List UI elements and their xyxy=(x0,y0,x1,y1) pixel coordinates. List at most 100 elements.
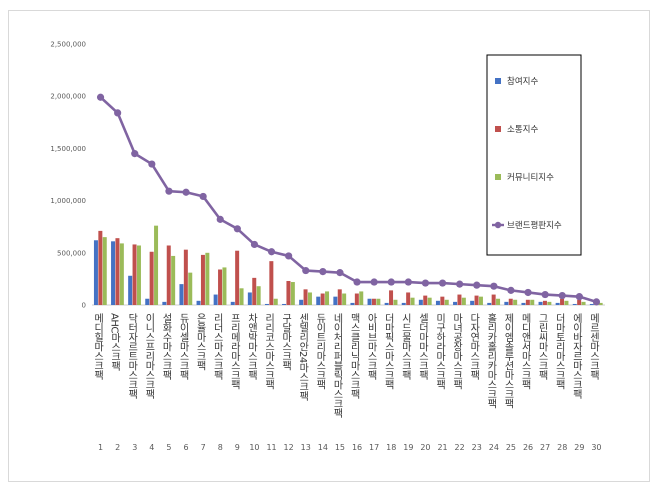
bar xyxy=(316,296,321,305)
bar xyxy=(93,240,98,305)
category-label: 구달마스크팩 xyxy=(280,313,292,370)
bar xyxy=(282,303,287,305)
category-label: 네이처리퍼블릭마스크팩 xyxy=(331,313,343,418)
bar xyxy=(149,251,154,305)
bar xyxy=(342,293,347,305)
legend-swatch xyxy=(495,78,501,84)
bar xyxy=(264,303,269,305)
rank-label: 19 xyxy=(403,443,413,452)
y-tick-label: 2,500,000 xyxy=(50,41,86,49)
bar xyxy=(299,299,304,305)
bar xyxy=(273,298,278,305)
category-label: 다자연마스크팩 xyxy=(468,313,480,380)
bar xyxy=(513,299,518,305)
bar xyxy=(145,298,150,305)
bar xyxy=(444,299,449,305)
bar xyxy=(235,250,240,305)
bar xyxy=(376,298,381,305)
bar xyxy=(188,272,193,305)
rank-label: 16 xyxy=(352,443,362,452)
bar xyxy=(286,280,291,305)
category-label: 차앤박마스크팩 xyxy=(245,313,257,380)
bar xyxy=(423,295,428,305)
line-point xyxy=(370,278,378,286)
line-point xyxy=(182,188,190,196)
bar xyxy=(183,249,188,305)
rank-label: 17 xyxy=(369,443,379,452)
bar xyxy=(406,292,411,305)
category-label: 더마토리마스크팩 xyxy=(553,313,565,390)
category-label: 설화수마스크팩 xyxy=(160,313,172,380)
bar xyxy=(154,225,159,305)
line-point xyxy=(131,150,139,158)
legend-swatch xyxy=(495,174,501,180)
category-label: 더마픽스마스크팩 xyxy=(382,313,394,390)
bar xyxy=(496,298,501,305)
category-label: 미구하라마스크팩 xyxy=(434,313,446,390)
line-point xyxy=(267,248,276,256)
bar xyxy=(218,269,223,305)
bar xyxy=(247,292,252,305)
bar xyxy=(111,241,116,305)
rank-label: 28 xyxy=(557,443,567,452)
y-tick-label: 1,000,000 xyxy=(50,197,86,205)
line-point xyxy=(592,298,601,306)
category-label: 홀리카홀리카마스크팩 xyxy=(485,312,497,409)
category-label: 시드물마스크팩 xyxy=(399,313,411,380)
rank-label: 25 xyxy=(506,443,516,452)
bar xyxy=(290,282,295,305)
category-label: 셀더마마스크팩 xyxy=(416,313,428,380)
chart-frame xyxy=(8,10,650,482)
bar xyxy=(457,294,462,305)
line-point xyxy=(250,240,259,249)
category-label: 맥스클리닉마스크팩 xyxy=(348,313,360,399)
line-point xyxy=(285,252,293,260)
bar xyxy=(269,261,274,305)
line-point xyxy=(404,278,412,286)
bar xyxy=(98,230,103,305)
rank-label: 15 xyxy=(335,443,345,452)
line-point xyxy=(387,278,395,286)
rank-label: 4 xyxy=(149,443,154,452)
rank-label: 11 xyxy=(266,443,276,452)
bar xyxy=(581,301,586,305)
bar xyxy=(525,299,530,305)
bar xyxy=(538,301,543,305)
category-label: 닥터자르트마스크팩 xyxy=(126,313,138,399)
rank-label: 9 xyxy=(235,443,240,452)
bar xyxy=(521,302,526,305)
category-label: 이니스프리마스크팩 xyxy=(143,313,155,399)
rank-label: 23 xyxy=(472,443,482,452)
category-label: 센텔리안24마스크팩 xyxy=(297,313,309,401)
category-label: AHC마스크팩 xyxy=(109,313,121,371)
bar xyxy=(435,300,440,305)
line-point xyxy=(507,286,515,294)
rank-label: 26 xyxy=(523,443,533,452)
bar xyxy=(401,302,406,305)
bar xyxy=(474,295,479,305)
category-label: 듀이트리마스크팩 xyxy=(314,313,326,390)
bar xyxy=(384,302,389,305)
legend-label: 참여지수 xyxy=(507,76,538,87)
category-label: 프리메라마스크팩 xyxy=(228,313,240,389)
line-point xyxy=(541,290,549,299)
category-label: 제이엠솔루션마스크팩 xyxy=(502,313,514,409)
legend-label: 소통지수 xyxy=(507,125,538,135)
bar xyxy=(132,244,137,305)
bar xyxy=(200,254,205,305)
bar xyxy=(530,299,535,305)
bar xyxy=(230,301,235,305)
bar xyxy=(453,301,458,305)
legend-box xyxy=(486,54,582,256)
bar xyxy=(128,275,133,305)
line-point xyxy=(319,267,327,276)
bar xyxy=(325,291,330,305)
line-point xyxy=(575,293,583,301)
bar xyxy=(491,294,496,305)
rank-label: 27 xyxy=(540,443,550,452)
rank-label: 30 xyxy=(591,443,601,452)
rank-label: 13 xyxy=(301,443,311,452)
y-tick-label: 0 xyxy=(82,302,86,310)
legend-label: 브랜드평판지수 xyxy=(507,220,562,231)
